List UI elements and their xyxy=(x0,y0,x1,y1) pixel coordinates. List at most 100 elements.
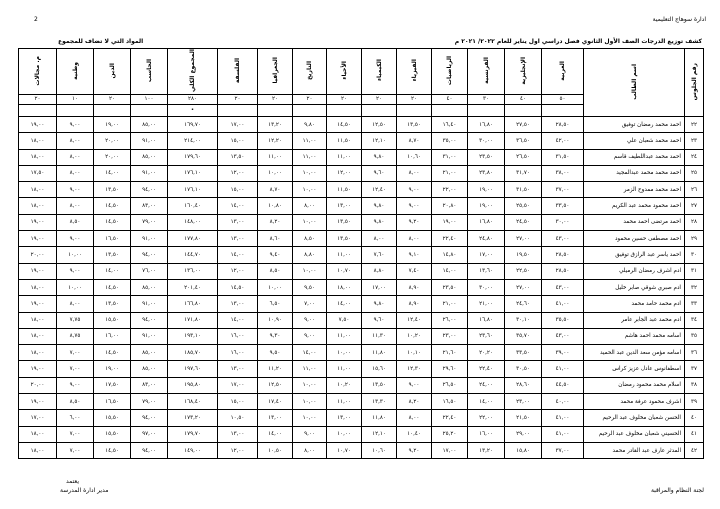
grade-cell: ٢١٤,٠٠ xyxy=(167,132,218,150)
grade-cell: ٩٤,٠٠ xyxy=(130,409,168,427)
grade-cell: ٩,٨٠ xyxy=(361,295,397,313)
grade-cell: ٨٥,٠٠ xyxy=(130,344,168,362)
grade-cell: ١٠,٧٠ xyxy=(326,262,362,280)
grade-cell: ٢٣,٠٠ xyxy=(431,327,468,346)
seat-number-cell: ٢٢ xyxy=(684,115,704,134)
grade-cell: ١٦,٤٠ xyxy=(431,115,468,134)
organization-name: ادارة سوهاج التعليمية xyxy=(652,16,706,23)
grade-cell: ١٨,٠٠ xyxy=(18,278,57,297)
approval-label: يعتمد xyxy=(66,478,79,485)
grade-cell: ٣٧,٠٠ xyxy=(541,181,584,199)
table-row: ٢٨ احمد مرتضى احمد محمد ٣٠,٠٠ ٢٤,٥٠ ١٦,٨٠ ١٩,… xyxy=(18,213,704,232)
grade-cell: ٢٢,٤٠ xyxy=(431,230,468,248)
grade-cell: ١٠,٠٠ xyxy=(56,278,94,297)
grade-cell: ١٧,٠٠ xyxy=(467,246,505,264)
grade-cell: ١٦٦,٨٠ xyxy=(167,295,218,313)
grade-cell: ١٩,٠٠ xyxy=(18,115,57,134)
column-header-label: م. مجالات xyxy=(34,55,41,86)
grade-cell: ١٨,٠٠ xyxy=(326,278,362,297)
grade-cell: ٩,٠٠ xyxy=(56,262,94,280)
grade-cell: ١٤,٠٠ xyxy=(217,246,258,264)
grade-cell: ٨,٧٠ xyxy=(396,132,432,150)
grade-cell: ٨٥,٠٠ xyxy=(130,115,168,134)
grade-cell: ١٧,٠٠ xyxy=(217,376,258,395)
grade-cell: ١١,٠٠ xyxy=(292,360,327,378)
grade-cell: ١١,٠٠ xyxy=(292,148,327,166)
grade-cell: ٢٧,٥٠ xyxy=(504,115,542,134)
column-header: الفلسفة xyxy=(217,48,258,95)
grade-cell: ١٥,٠٠ xyxy=(217,132,258,150)
grade-cell: ٨,٠٠ xyxy=(56,132,94,150)
page-title: كشف توزيع الدرجات الصف الأول الثانوي فصل… xyxy=(454,38,702,45)
grade-cell: ٩١,٠٠ xyxy=(130,230,168,248)
grade-cell: ١٠,٦٠ xyxy=(361,441,397,460)
grade-cell: ١٠,٢٠ xyxy=(326,376,362,395)
grade-cell: ٣٣,٥٠ xyxy=(541,197,584,215)
grade-cell: ٩,٠٠ xyxy=(396,197,432,215)
grade-cell: ١٠,٥٠ xyxy=(257,441,293,460)
grade-cell: ١٠,٠٠ xyxy=(257,278,293,297)
grade-cell: ٢٠,٠٠ xyxy=(93,132,131,150)
grade-cell: ٨,٢٠ xyxy=(396,392,432,411)
grade-cell: ١٣,٢٠ xyxy=(467,441,505,460)
grade-cell: ١٤,٥٠ xyxy=(93,278,131,297)
grade-cell: ٧,٠٠ xyxy=(56,425,94,443)
grade-cell: ٨,٥٠ xyxy=(292,230,327,248)
grade-cell: ٢١,٦٠ xyxy=(431,344,468,362)
grade-cell: ١٦,٨٠ xyxy=(467,213,505,232)
page-number: 2 xyxy=(34,16,38,23)
grade-cell: ١٠,٦٠ xyxy=(396,148,432,166)
grade-cell: ٢٢,٠٠ xyxy=(431,181,468,199)
grade-cell: ٨,٥٠ xyxy=(56,213,94,232)
column-header: التاريخ xyxy=(292,48,327,95)
grade-cell: ١٧,٠٠ xyxy=(431,441,468,460)
grade-cell: ٢٤,٠٠ xyxy=(467,376,505,395)
grade-cell: ٨,٨٠ xyxy=(361,262,397,280)
grade-cell: ١٣,٥٠ xyxy=(93,295,131,313)
grade-cell: ١١,٣٠ xyxy=(361,327,397,346)
grade-cell: ١٨٥,٧٠ xyxy=(167,344,218,362)
grade-cell: ٢٢,٠٠ xyxy=(467,409,505,427)
seat-number-cell: ٤٢ xyxy=(684,441,704,460)
grade-cell: ١٧,٠٠ xyxy=(361,278,397,297)
grade-cell: ٢٣,٦٠ xyxy=(467,327,505,346)
grade-cell: ١٩٧,٦٠ xyxy=(167,360,218,378)
grade-cell: ٦,٥٠ xyxy=(257,295,293,313)
grade-cell: ١٠,٤٠ xyxy=(396,425,432,443)
grade-cell: ٣١,٥٠ xyxy=(504,181,542,199)
grade-cell: ١٦,٥٠ xyxy=(93,392,131,411)
seat-number-cell: ٣٧ xyxy=(684,360,704,378)
grade-cell: ١٦,٥٠ xyxy=(431,392,468,411)
marker-cell xyxy=(504,103,542,117)
grade-cell: ٢٠١,٤٠ xyxy=(167,278,218,297)
grade-cell: ٣٣,٥٠ xyxy=(504,344,542,362)
grade-cell: ٢٦,٥٠ xyxy=(504,148,542,166)
grade-cell: ٢٨,٦٠ xyxy=(504,376,542,395)
grade-cell: ١٤٩,٠٠ xyxy=(167,441,218,460)
grade-cell: ١٨,٠٠ xyxy=(18,327,57,346)
grade-cell: ١١,٠٠ xyxy=(326,148,362,166)
column-header-label: الفلسفة xyxy=(234,57,241,84)
grade-cell: ١٧٧,٨٠ xyxy=(167,230,218,248)
marker-cell xyxy=(396,103,432,117)
column-header: اسم الطالب xyxy=(583,48,685,117)
seat-number-cell: ٢٥ xyxy=(684,164,704,183)
grade-cell: ١٤,٠٠ xyxy=(257,425,293,443)
grade-cell: ١٩,٠٠ xyxy=(18,392,57,411)
grade-cell: ٨,٦٠ xyxy=(257,230,293,248)
grade-cell: ٨,٠٠ xyxy=(56,164,94,183)
marker-cell xyxy=(431,103,468,117)
grade-cell: ١٠,٠٠ xyxy=(257,164,293,183)
grade-cell: ٨,٢٠ xyxy=(257,213,293,232)
grade-cell: ١٤,٠٠ xyxy=(292,344,327,362)
grade-cell: ١٠,٧٠ xyxy=(326,441,362,460)
grade-cell: ٣٠,٠٠ xyxy=(467,278,505,297)
grade-cell: ١٦,٠٠ xyxy=(217,344,258,362)
grade-cell: ٢٠,٠٠ xyxy=(18,376,57,395)
grade-cell: ١٣,٠٠ xyxy=(326,197,362,215)
student-name-cell: ادم اشرف رمضان الرميلي xyxy=(583,262,685,280)
grade-cell: ٧,٥٠ xyxy=(326,311,362,329)
seat-number-cell: ٣٤ xyxy=(684,311,704,329)
grade-cell: ١٤,٥٠ xyxy=(93,197,131,215)
student-name-cell: احمد محمد رمضان توفيق xyxy=(583,115,685,134)
